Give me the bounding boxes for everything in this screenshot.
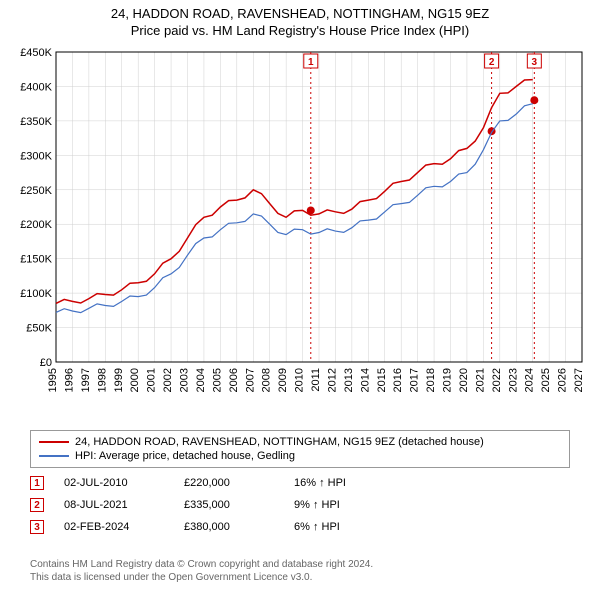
svg-text:2002: 2002: [162, 368, 174, 392]
svg-text:1997: 1997: [80, 368, 92, 392]
legend-label: HPI: Average price, detached house, Gedl…: [75, 450, 295, 462]
svg-text:£100K: £100K: [20, 288, 52, 300]
svg-text:1: 1: [308, 57, 314, 68]
svg-text:£0: £0: [40, 357, 52, 369]
sale-price: £335,000: [184, 499, 274, 511]
svg-text:2024: 2024: [524, 368, 536, 392]
svg-text:2001: 2001: [146, 368, 158, 392]
svg-text:2015: 2015: [376, 368, 388, 392]
title-line1: 24, HADDON ROAD, RAVENSHEAD, NOTTINGHAM,…: [0, 6, 600, 23]
chart: £0 £50K £100K £150K £200K £250K £300K £350K £400…: [8, 42, 592, 412]
svg-text:2000: 2000: [129, 368, 141, 392]
sale-pct: 16% ↑ HPI: [294, 477, 384, 489]
svg-text:2012: 2012: [326, 368, 338, 392]
svg-text:2017: 2017: [409, 368, 421, 392]
legend-item: HPI: Average price, detached house, Gedl…: [39, 449, 561, 463]
chart-svg: £0 £50K £100K £150K £200K £250K £300K £350K £400…: [8, 42, 592, 412]
legend-label: 24, HADDON ROAD, RAVENSHEAD, NOTTINGHAM,…: [75, 436, 484, 448]
legend-swatch: [39, 455, 69, 457]
svg-text:2021: 2021: [474, 368, 486, 392]
svg-text:1998: 1998: [96, 368, 108, 392]
title-line2: Price paid vs. HM Land Registry's House …: [0, 23, 600, 40]
title-block: 24, HADDON ROAD, RAVENSHEAD, NOTTINGHAM,…: [0, 0, 600, 40]
svg-text:2018: 2018: [425, 368, 437, 392]
svg-text:2027: 2027: [573, 368, 585, 392]
sale-date: 02-FEB-2024: [64, 521, 164, 533]
svg-text:2003: 2003: [179, 368, 191, 392]
footer-line1: Contains HM Land Registry data © Crown c…: [30, 558, 570, 571]
svg-text:£50K: £50K: [26, 323, 52, 335]
sale-price: £380,000: [184, 521, 274, 533]
svg-text:£300K: £300K: [20, 150, 52, 162]
sale-marker-box: 2: [30, 498, 44, 512]
svg-text:£400K: £400K: [20, 81, 52, 93]
svg-text:2016: 2016: [392, 368, 404, 392]
footer-line2: This data is licensed under the Open Gov…: [30, 571, 570, 584]
svg-text:£350K: £350K: [20, 116, 52, 128]
svg-text:2025: 2025: [540, 368, 552, 392]
sale-price: £220,000: [184, 477, 274, 489]
sale-row: 2 08-JUL-2021 £335,000 9% ↑ HPI: [30, 494, 570, 516]
svg-text:2020: 2020: [458, 368, 470, 392]
chart-container: 24, HADDON ROAD, RAVENSHEAD, NOTTINGHAM,…: [0, 0, 600, 590]
sale-row: 3 02-FEB-2024 £380,000 6% ↑ HPI: [30, 516, 570, 538]
sale-date: 08-JUL-2021: [64, 499, 164, 511]
legend-swatch: [39, 441, 69, 443]
sale-marker-box: 3: [30, 520, 44, 534]
svg-text:2004: 2004: [195, 368, 207, 392]
svg-text:2019: 2019: [442, 368, 454, 392]
svg-text:2014: 2014: [359, 368, 371, 392]
svg-text:2010: 2010: [294, 368, 306, 392]
svg-text:£150K: £150K: [20, 254, 52, 266]
svg-text:2009: 2009: [277, 368, 289, 392]
svg-text:2013: 2013: [343, 368, 355, 392]
svg-text:1995: 1995: [47, 368, 59, 392]
sale-pct: 9% ↑ HPI: [294, 499, 384, 511]
svg-text:£450K: £450K: [20, 47, 52, 59]
sales-table: 1 02-JUL-2010 £220,000 16% ↑ HPI 2 08-JUL-202…: [30, 472, 570, 538]
svg-text:£200K: £200K: [20, 219, 52, 231]
sale-row: 1 02-JUL-2010 £220,000 16% ↑ HPI: [30, 472, 570, 494]
svg-text:£250K: £250K: [20, 185, 52, 197]
legend: 24, HADDON ROAD, RAVENSHEAD, NOTTINGHAM,…: [30, 430, 570, 468]
svg-text:2008: 2008: [261, 368, 273, 392]
svg-text:1999: 1999: [113, 368, 125, 392]
svg-text:2006: 2006: [228, 368, 240, 392]
svg-text:2023: 2023: [507, 368, 519, 392]
svg-text:1996: 1996: [63, 368, 75, 392]
svg-text:2007: 2007: [244, 368, 256, 392]
sale-date: 02-JUL-2010: [64, 477, 164, 489]
svg-text:2026: 2026: [557, 368, 569, 392]
legend-item: 24, HADDON ROAD, RAVENSHEAD, NOTTINGHAM,…: [39, 435, 561, 449]
svg-text:2011: 2011: [310, 368, 322, 392]
svg-text:3: 3: [532, 57, 538, 68]
sale-pct: 6% ↑ HPI: [294, 521, 384, 533]
svg-text:2022: 2022: [491, 368, 503, 392]
sale-marker-box: 1: [30, 476, 44, 490]
svg-text:2005: 2005: [211, 368, 223, 392]
footer: Contains HM Land Registry data © Crown c…: [30, 558, 570, 584]
svg-text:2: 2: [489, 57, 495, 68]
